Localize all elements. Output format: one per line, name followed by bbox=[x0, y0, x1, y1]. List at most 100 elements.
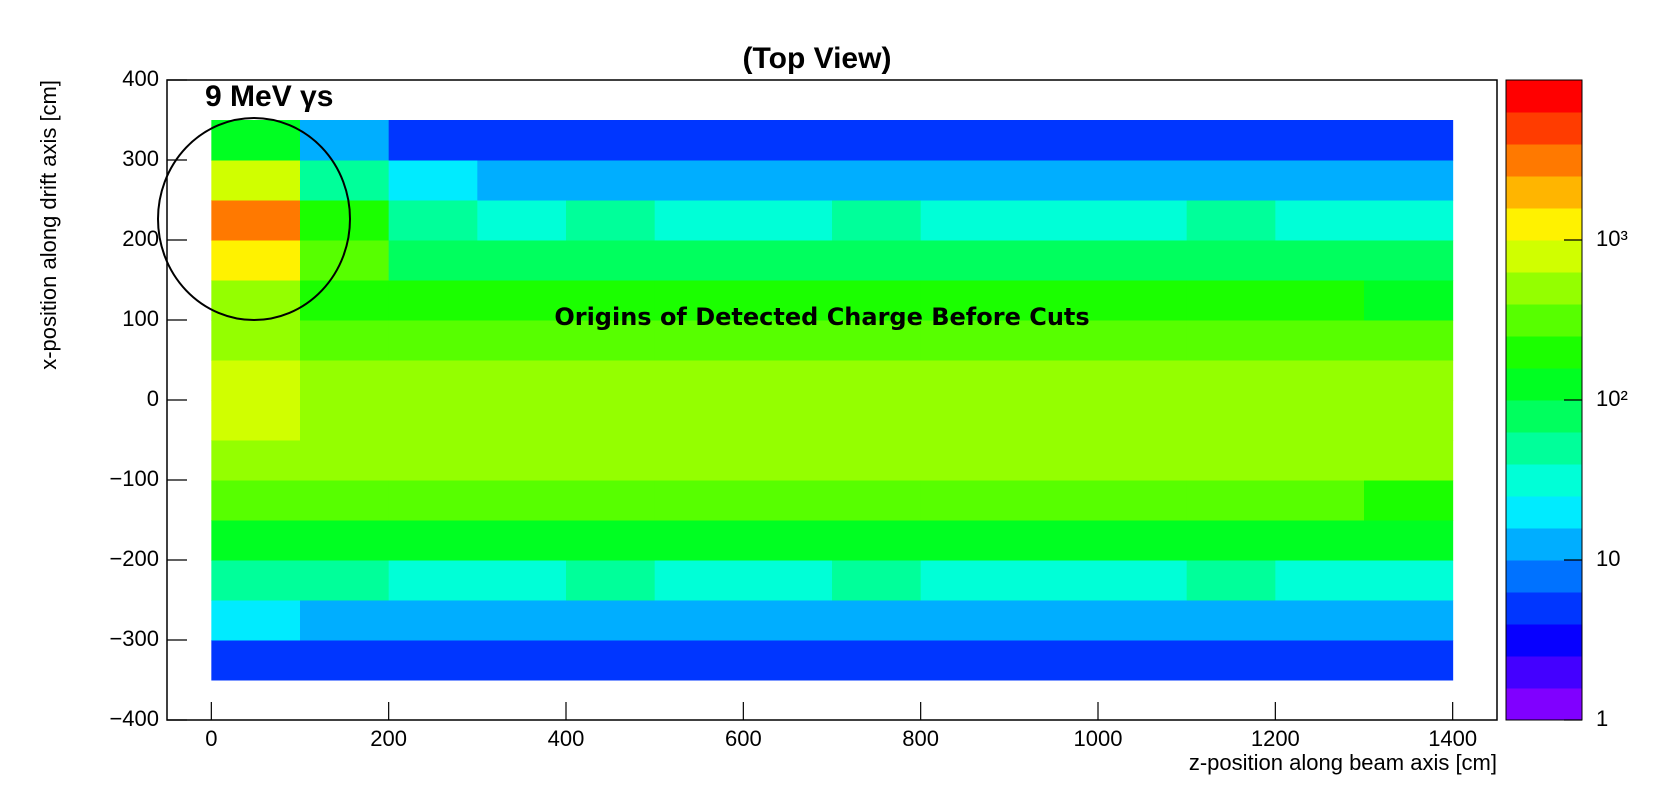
heatmap-cell bbox=[477, 600, 567, 641]
heatmap-cell bbox=[477, 280, 567, 321]
heatmap-cell bbox=[832, 560, 922, 601]
heatmap-cell bbox=[832, 640, 922, 681]
heatmap-cell bbox=[1364, 480, 1454, 521]
heatmap-cell bbox=[1186, 120, 1276, 161]
heatmap-cell bbox=[1364, 200, 1454, 241]
colorbar-band bbox=[1506, 656, 1582, 689]
heatmap-cell bbox=[1275, 320, 1365, 361]
heatmap-cell bbox=[1098, 320, 1188, 361]
colorbar-band bbox=[1506, 592, 1582, 625]
heatmap-cell bbox=[1275, 120, 1365, 161]
heatmap-cell bbox=[1098, 520, 1188, 561]
heatmap-cell bbox=[1275, 600, 1365, 641]
heatmap-cell bbox=[1186, 280, 1276, 321]
heatmap-cell bbox=[654, 320, 744, 361]
heatmap-cell bbox=[920, 440, 1010, 481]
heatmap-cell bbox=[477, 400, 567, 441]
heatmap-cell bbox=[388, 160, 478, 201]
heatmap-cell bbox=[832, 440, 922, 481]
heatmap-cell bbox=[388, 440, 478, 481]
heatmap-cell bbox=[477, 520, 567, 561]
heatmap-cell bbox=[920, 600, 1010, 641]
heatmap-cell bbox=[1275, 520, 1365, 561]
x-tick-label: 1400 bbox=[1428, 726, 1477, 751]
heatmap-cell bbox=[832, 200, 922, 241]
heatmap-cell bbox=[654, 440, 744, 481]
heatmap-cell bbox=[654, 520, 744, 561]
heatmap-cell bbox=[832, 480, 922, 521]
heatmap-cell bbox=[1009, 360, 1099, 401]
heatmap-cell bbox=[743, 400, 833, 441]
heatmap-cell bbox=[566, 320, 656, 361]
heatmap-cell bbox=[388, 320, 478, 361]
heatmap-cell bbox=[566, 440, 656, 481]
heatmap-cell bbox=[743, 520, 833, 561]
heatmap-cell bbox=[1186, 600, 1276, 641]
heatmap-cell bbox=[1186, 320, 1276, 361]
colorbar-band bbox=[1506, 144, 1582, 177]
colorbar-band bbox=[1506, 464, 1582, 497]
heatmap-cell bbox=[566, 560, 656, 601]
y-tick-label: 0 bbox=[147, 386, 159, 411]
heatmap-cell bbox=[920, 280, 1010, 321]
heatmap-cell bbox=[920, 480, 1010, 521]
heatmap-cell bbox=[1098, 400, 1188, 441]
heatmap-cell bbox=[1186, 440, 1276, 481]
heatmap-cell bbox=[300, 240, 390, 281]
heatmap-cell bbox=[566, 240, 656, 281]
heatmap-cell bbox=[1364, 560, 1454, 601]
heatmap-cell bbox=[832, 520, 922, 561]
colorbar-band bbox=[1506, 400, 1582, 433]
heatmap-cell bbox=[920, 200, 1010, 241]
heatmap-cell bbox=[1098, 160, 1188, 201]
heatmap-cell bbox=[1186, 360, 1276, 401]
heatmap-cell bbox=[654, 240, 744, 281]
heatmap-cell bbox=[1098, 560, 1188, 601]
heatmap-cell bbox=[1186, 240, 1276, 281]
heatmap-cell bbox=[1364, 120, 1454, 161]
heatmap-cell bbox=[654, 400, 744, 441]
heatmap-cell bbox=[743, 120, 833, 161]
heatmap-cell bbox=[1098, 640, 1188, 681]
colorbar-band bbox=[1506, 368, 1582, 401]
heatmap-cell bbox=[477, 160, 567, 201]
heatmap-cell bbox=[654, 480, 744, 521]
x-tick-label: 200 bbox=[370, 726, 407, 751]
y-tick-label: 100 bbox=[122, 306, 159, 331]
heatmap-cell bbox=[566, 400, 656, 441]
y-tick-label: 300 bbox=[122, 146, 159, 171]
heatmap-cell bbox=[654, 600, 744, 641]
heatmap-cell bbox=[300, 280, 390, 321]
heatmap-cell bbox=[832, 400, 922, 441]
heatmap-cell bbox=[1275, 160, 1365, 201]
heatmap-cell bbox=[1009, 160, 1099, 201]
heatmap-cell bbox=[1009, 480, 1099, 521]
heatmap-cell bbox=[1364, 240, 1454, 281]
heatmap-cell bbox=[477, 560, 567, 601]
heatmap-cell bbox=[1364, 320, 1454, 361]
heatmap-cell bbox=[388, 560, 478, 601]
heatmap-cell bbox=[1186, 640, 1276, 681]
heatmap-cell bbox=[1009, 440, 1099, 481]
heatmap-cell bbox=[1186, 200, 1276, 241]
heatmap-cell bbox=[477, 200, 567, 241]
heatmap-cell bbox=[566, 280, 656, 321]
heatmap-cell bbox=[477, 240, 567, 281]
heatmap-cell bbox=[1098, 480, 1188, 521]
heatmap-cell bbox=[1009, 560, 1099, 601]
heatmap-cell bbox=[211, 440, 301, 481]
heatmap-cell bbox=[1098, 600, 1188, 641]
heatmap-cell bbox=[920, 400, 1010, 441]
heatmap-cell bbox=[566, 640, 656, 681]
y-tick-label: 400 bbox=[122, 66, 159, 91]
heatmap-cell bbox=[743, 320, 833, 361]
highlight-ellipse bbox=[157, 117, 351, 321]
colorbar-band bbox=[1506, 112, 1582, 145]
colorbar-band bbox=[1506, 432, 1582, 465]
colorbar-band bbox=[1506, 624, 1582, 657]
heatmap-cell bbox=[566, 600, 656, 641]
heatmap-cell bbox=[920, 360, 1010, 401]
heatmap-cell bbox=[832, 120, 922, 161]
heatmap-cell bbox=[300, 200, 390, 241]
